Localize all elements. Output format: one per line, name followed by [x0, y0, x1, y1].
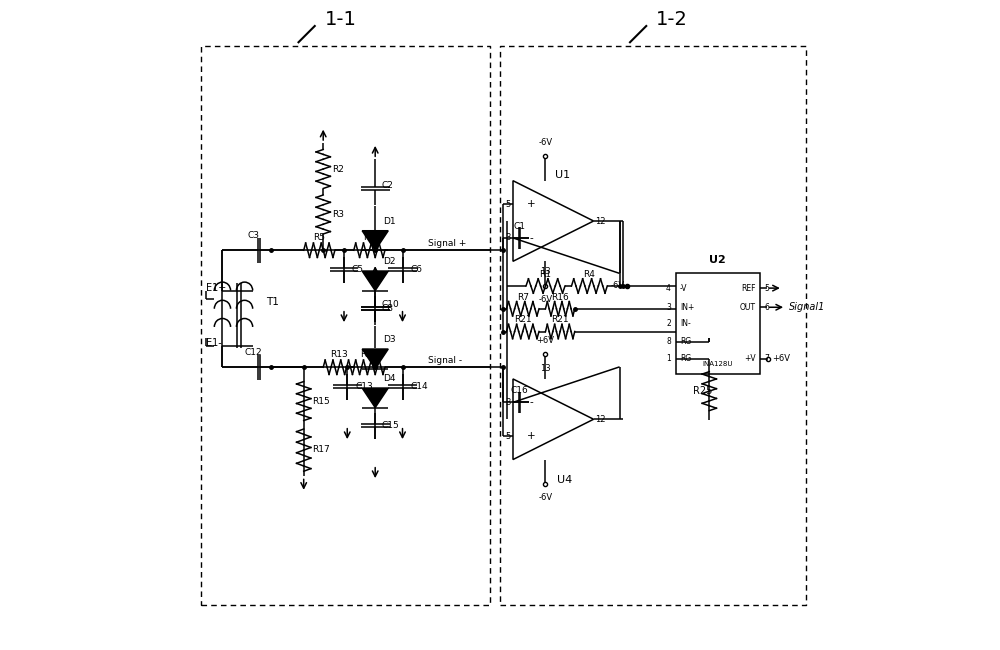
Text: 1-2: 1-2 — [656, 10, 688, 29]
Text: 13: 13 — [540, 365, 551, 373]
Text: -V: -V — [680, 283, 688, 292]
Text: 3: 3 — [666, 303, 671, 312]
Text: 1: 1 — [666, 354, 671, 363]
Text: R7: R7 — [517, 292, 529, 302]
Text: OUT: OUT — [739, 303, 755, 312]
Text: U2: U2 — [709, 255, 726, 265]
Text: -6V: -6V — [538, 138, 552, 147]
Text: +V: +V — [744, 354, 755, 363]
Text: Signal -: Signal - — [428, 356, 463, 365]
Text: U1: U1 — [555, 170, 570, 179]
Text: IN+: IN+ — [680, 303, 694, 312]
Text: C12: C12 — [244, 348, 262, 358]
Text: D4: D4 — [383, 374, 396, 384]
FancyBboxPatch shape — [676, 273, 760, 374]
Text: 2: 2 — [666, 319, 671, 328]
Text: Signal +: Signal + — [428, 239, 467, 248]
Polygon shape — [362, 349, 388, 369]
Text: C16: C16 — [511, 386, 528, 395]
Text: C14: C14 — [410, 382, 428, 391]
Text: 3: 3 — [505, 398, 510, 407]
Text: 5: 5 — [765, 283, 769, 292]
Text: 12: 12 — [596, 415, 606, 424]
Text: R5: R5 — [313, 233, 325, 242]
Text: 12: 12 — [596, 216, 606, 226]
Text: C8: C8 — [382, 304, 394, 313]
Text: R25: R25 — [693, 386, 712, 396]
Text: +: + — [527, 199, 535, 209]
Text: -: - — [529, 397, 533, 408]
Text: 3: 3 — [505, 233, 510, 242]
Text: E1-: E1- — [206, 337, 222, 348]
Text: 7: 7 — [765, 354, 769, 363]
Text: Signal1: Signal1 — [789, 302, 826, 312]
Text: 1-1: 1-1 — [325, 10, 357, 29]
Text: 8: 8 — [666, 337, 671, 346]
Text: INA128U: INA128U — [702, 361, 733, 367]
Text: R21: R21 — [551, 315, 569, 324]
Text: 13: 13 — [540, 267, 551, 276]
Polygon shape — [362, 231, 388, 250]
Text: +6V: +6V — [772, 354, 790, 363]
Text: -: - — [529, 233, 533, 243]
Text: RG: RG — [680, 354, 691, 363]
Text: D1: D1 — [383, 216, 396, 226]
Text: E1+: E1+ — [206, 283, 226, 293]
Text: C10: C10 — [382, 300, 399, 309]
Text: D2: D2 — [383, 257, 396, 266]
Text: R2: R2 — [332, 164, 344, 174]
Text: C15: C15 — [382, 421, 399, 430]
Text: 5: 5 — [505, 432, 510, 441]
Text: C13: C13 — [355, 382, 373, 391]
Text: D3: D3 — [383, 335, 396, 344]
Text: C5: C5 — [352, 265, 364, 274]
Polygon shape — [513, 379, 594, 460]
Text: -6V: -6V — [538, 295, 552, 304]
Text: R1: R1 — [540, 270, 552, 279]
Text: C3: C3 — [247, 231, 259, 240]
Text: R16: R16 — [551, 292, 569, 302]
Polygon shape — [362, 388, 388, 408]
Polygon shape — [362, 271, 388, 291]
Text: C6: C6 — [410, 265, 422, 274]
Text: 5: 5 — [505, 200, 510, 209]
Text: R6: R6 — [363, 233, 375, 242]
Text: IN-: IN- — [680, 319, 691, 328]
Text: -6V: -6V — [538, 493, 552, 502]
Text: R3: R3 — [332, 210, 344, 219]
Text: -6V: -6V — [611, 281, 625, 291]
Text: C2: C2 — [382, 181, 394, 190]
Text: U4: U4 — [557, 474, 572, 485]
Text: +: + — [527, 431, 535, 441]
Text: R4: R4 — [583, 270, 595, 279]
Polygon shape — [513, 181, 594, 261]
Text: +6V: +6V — [536, 336, 554, 345]
Text: REF: REF — [741, 283, 755, 292]
Text: 4: 4 — [666, 283, 671, 292]
Text: RG: RG — [680, 337, 691, 346]
Text: T1: T1 — [266, 297, 279, 307]
Text: 6: 6 — [765, 303, 769, 312]
Text: R14: R14 — [361, 350, 378, 359]
Text: R21: R21 — [514, 315, 532, 324]
Text: R13: R13 — [330, 350, 348, 359]
Text: R17: R17 — [312, 445, 330, 454]
Text: C1: C1 — [514, 222, 526, 231]
Text: R15: R15 — [312, 396, 330, 406]
